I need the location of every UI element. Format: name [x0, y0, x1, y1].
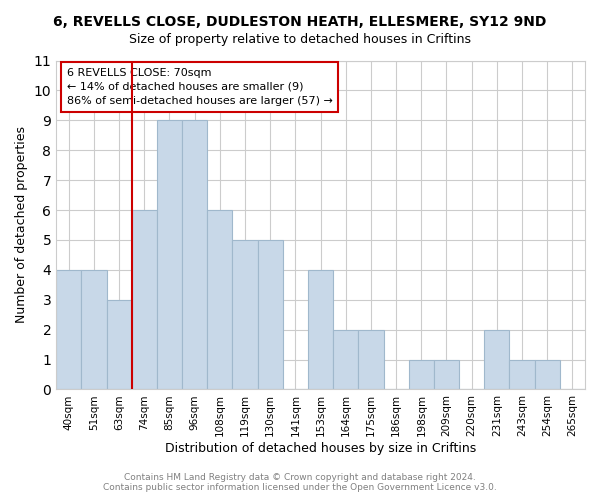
- Bar: [157, 120, 182, 390]
- Bar: [333, 330, 358, 390]
- Bar: [107, 300, 132, 390]
- Text: Contains HM Land Registry data © Crown copyright and database right 2024.
Contai: Contains HM Land Registry data © Crown c…: [103, 473, 497, 492]
- Bar: [82, 270, 107, 390]
- Bar: [207, 210, 232, 390]
- Bar: [132, 210, 157, 390]
- Text: Size of property relative to detached houses in Criftins: Size of property relative to detached ho…: [129, 32, 471, 46]
- Bar: [535, 360, 560, 390]
- Bar: [409, 360, 434, 390]
- Bar: [182, 120, 207, 390]
- Text: 6 REVELLS CLOSE: 70sqm
← 14% of detached houses are smaller (9)
86% of semi-deta: 6 REVELLS CLOSE: 70sqm ← 14% of detached…: [67, 68, 332, 106]
- Bar: [509, 360, 535, 390]
- Text: 6, REVELLS CLOSE, DUDLESTON HEATH, ELLESMERE, SY12 9ND: 6, REVELLS CLOSE, DUDLESTON HEATH, ELLES…: [53, 15, 547, 29]
- Bar: [257, 240, 283, 390]
- Bar: [484, 330, 509, 390]
- Bar: [232, 240, 257, 390]
- Bar: [308, 270, 333, 390]
- Bar: [434, 360, 459, 390]
- Bar: [358, 330, 383, 390]
- X-axis label: Distribution of detached houses by size in Criftins: Distribution of detached houses by size …: [165, 442, 476, 455]
- Bar: [56, 270, 82, 390]
- Y-axis label: Number of detached properties: Number of detached properties: [15, 126, 28, 324]
